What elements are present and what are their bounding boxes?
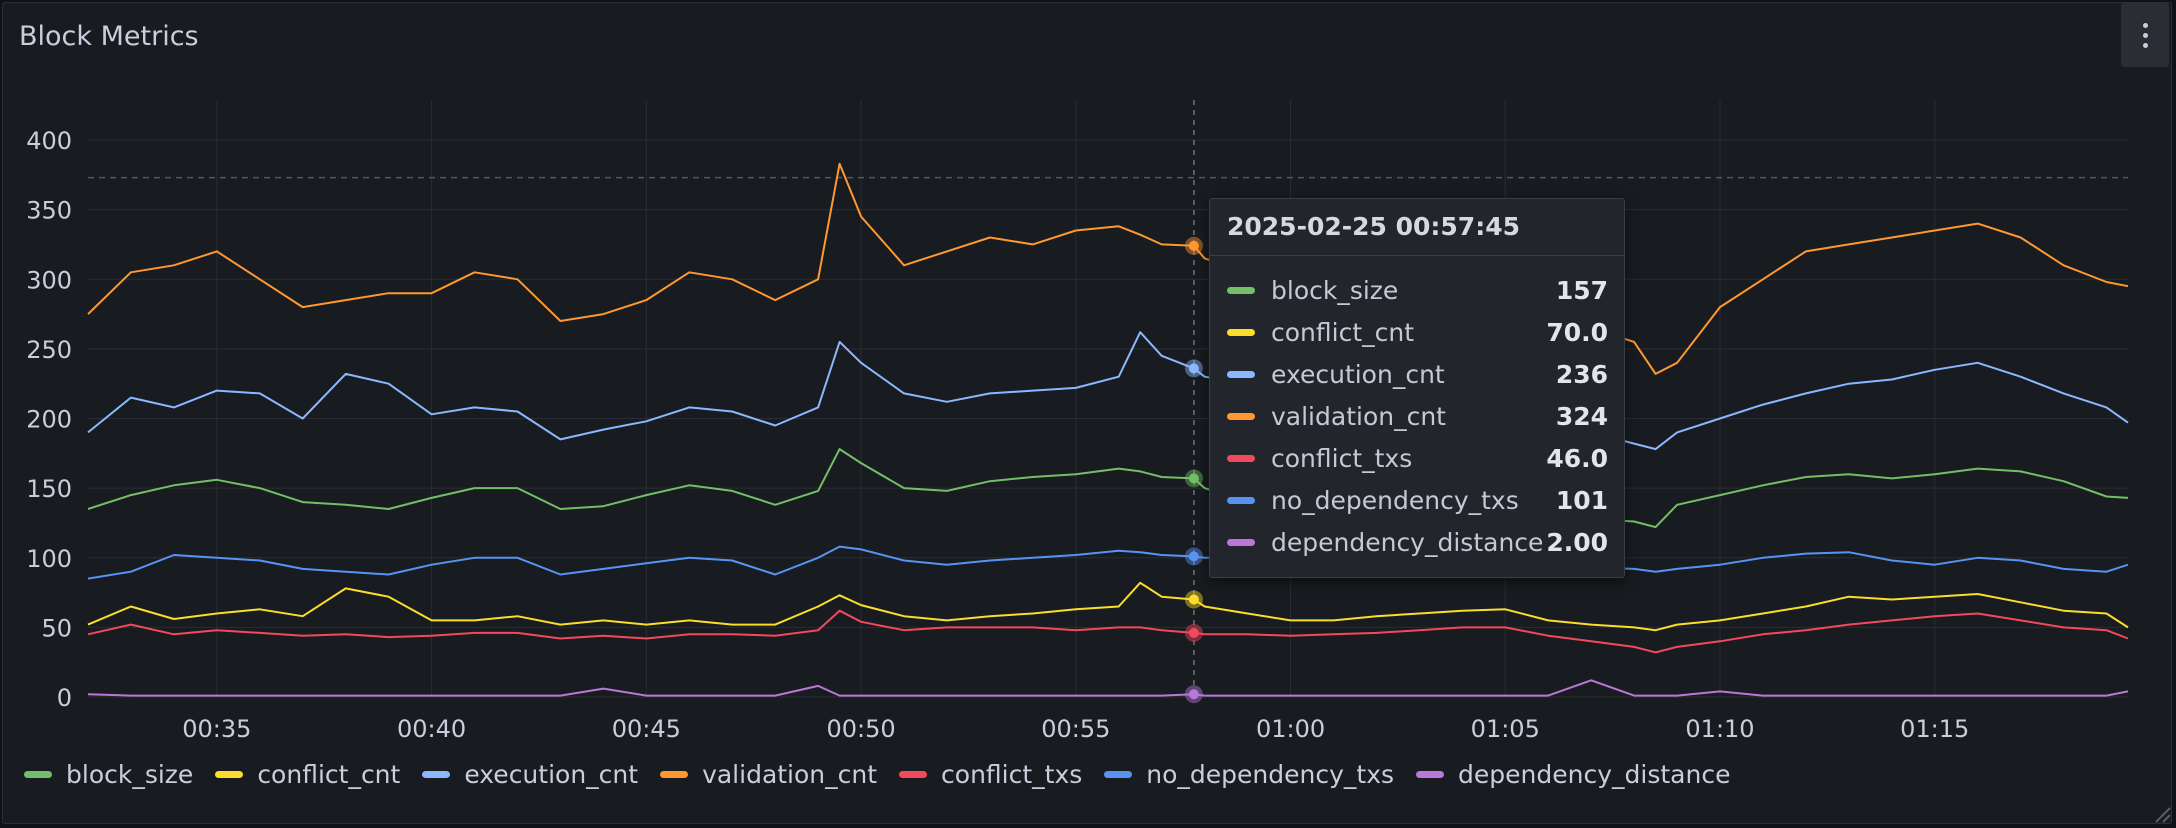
- y-tick-label: 150: [26, 475, 72, 503]
- tooltip-series-name: conflict_cnt: [1271, 317, 1415, 347]
- series-line-execution_cnt: [87, 331, 2129, 451]
- legend-label: no_dependency_txs: [1146, 760, 1395, 789]
- legend-label: validation_cnt: [702, 760, 878, 789]
- hover-point-no_dependency_txs: [1188, 551, 1199, 562]
- tooltip-series-name: execution_cnt: [1271, 359, 1445, 389]
- x-tick-label: 00:45: [612, 715, 681, 743]
- tooltip-series-name: no_dependency_txs: [1271, 485, 1519, 515]
- hover-point-conflict_txs: [1188, 627, 1199, 638]
- y-tick-label: 0: [57, 684, 72, 712]
- series-line-validation_cnt: [87, 162, 2129, 375]
- legend-item-validation_cnt[interactable]: validation_cnt: [660, 760, 877, 789]
- hover-tooltip: 2025-02-25 00:57:45 block_size 157 conflic…: [1209, 198, 1625, 578]
- legend-label: conflict_txs: [941, 760, 1083, 789]
- hover-point-block_size: [1188, 473, 1199, 484]
- hover-point-conflict_cnt: [1188, 594, 1199, 605]
- series-line-conflict_txs: [87, 609, 2129, 654]
- legend-swatch: [899, 771, 928, 778]
- panel-menu-button[interactable]: [2121, 3, 2169, 67]
- resize-handle-icon[interactable]: [2150, 802, 2172, 824]
- x-tick-label: 01:05: [1471, 715, 1540, 743]
- tooltip-series-name: validation_cnt: [1271, 401, 1446, 431]
- y-tick-label: 50: [41, 614, 72, 642]
- hover-point-validation_cnt: [1188, 240, 1199, 251]
- x-tick-label: 00:50: [826, 715, 895, 743]
- tooltip-row-execution_cnt: execution_cnt 236: [1227, 353, 1608, 395]
- series-line-conflict_cnt: [87, 581, 2129, 632]
- legend-label: conflict_cnt: [257, 760, 401, 789]
- y-tick-label: 300: [26, 266, 72, 294]
- hover-point-dependency_distance: [1188, 689, 1199, 700]
- tooltip-row-conflict_cnt: conflict_cnt 70.0: [1227, 311, 1608, 353]
- x-tick-label: 01:15: [1900, 715, 1969, 743]
- legend-swatch: [215, 771, 244, 778]
- more-vertical-icon: [2142, 22, 2148, 48]
- legend-item-conflict_cnt[interactable]: conflict_cnt: [215, 760, 400, 789]
- legend-swatch: [422, 771, 451, 778]
- y-tick-label: 100: [26, 545, 72, 573]
- tooltip-series-value: 236: [1555, 359, 1608, 389]
- legend-item-block_size[interactable]: block_size: [24, 760, 193, 789]
- legend-label: block_size: [66, 760, 194, 789]
- legend-item-dependency_distance[interactable]: dependency_distance: [1416, 760, 1730, 789]
- y-tick-label: 400: [26, 127, 72, 155]
- tooltip-series-name: dependency_distance: [1271, 527, 1544, 557]
- x-tick-label: 00:40: [397, 715, 466, 743]
- tooltip-series-value: 46.0: [1546, 443, 1608, 473]
- legend-item-no_dependency_txs[interactable]: no_dependency_txs: [1104, 760, 1394, 789]
- tooltip-row-no_dependency_txs: no_dependency_txs 101: [1227, 479, 1608, 521]
- series-line-no_dependency_txs: [87, 545, 2129, 580]
- tooltip-swatch: [1227, 412, 1255, 420]
- series-line-block_size: [87, 448, 2129, 529]
- tooltip-swatch: [1227, 328, 1255, 336]
- tooltip-row-dependency_distance: dependency_distance 2.00: [1227, 521, 1608, 563]
- legend-swatch: [24, 771, 52, 778]
- hover-point-execution_cnt: [1188, 363, 1199, 374]
- legend-label: execution_cnt: [464, 760, 639, 789]
- tooltip-row-validation_cnt: validation_cnt 324: [1227, 395, 1608, 437]
- tooltip-series-value: 324: [1555, 401, 1608, 431]
- tooltip-swatch: [1227, 454, 1255, 462]
- x-tick-label: 00:35: [182, 715, 251, 743]
- tooltip-series-value: 101: [1555, 485, 1608, 515]
- legend-item-conflict_txs[interactable]: conflict_txs: [899, 760, 1082, 789]
- x-tick-label: 00:55: [1041, 715, 1110, 743]
- tooltip-timestamp: 2025-02-25 00:57:45: [1210, 199, 1624, 256]
- legend-item-execution_cnt[interactable]: execution_cnt: [422, 760, 638, 789]
- legend-swatch: [660, 771, 689, 778]
- tooltip-series-value: 2.00: [1546, 527, 1608, 557]
- tooltip-row-conflict_txs: conflict_txs 46.0: [1227, 437, 1608, 479]
- tooltip-series-name: conflict_txs: [1271, 443, 1413, 473]
- x-tick-label: 01:10: [1685, 715, 1754, 743]
- chart-legend: block_size conflict_cnt execution_cnt valid…: [24, 760, 1730, 789]
- tooltip-swatch: [1227, 538, 1255, 546]
- x-tick-label: 01:00: [1256, 715, 1325, 743]
- tooltip-series-name: block_size: [1271, 275, 1399, 305]
- y-tick-label: 350: [26, 197, 72, 225]
- y-tick-label: 200: [26, 406, 72, 434]
- tooltip-series-value: 157: [1555, 275, 1608, 305]
- legend-swatch: [1104, 771, 1133, 778]
- y-tick-label: 250: [26, 336, 72, 364]
- panel-title: Block Metrics: [19, 21, 199, 52]
- series-line-dependency_distance: [87, 679, 2129, 697]
- tooltip-swatch: [1227, 496, 1255, 504]
- legend-swatch: [1416, 771, 1445, 778]
- tooltip-swatch: [1227, 286, 1255, 294]
- tooltip-series-value: 70.0: [1546, 317, 1608, 347]
- legend-label: dependency_distance: [1458, 760, 1731, 789]
- tooltip-swatch: [1227, 370, 1255, 378]
- tooltip-row-block_size: block_size 157: [1227, 269, 1608, 311]
